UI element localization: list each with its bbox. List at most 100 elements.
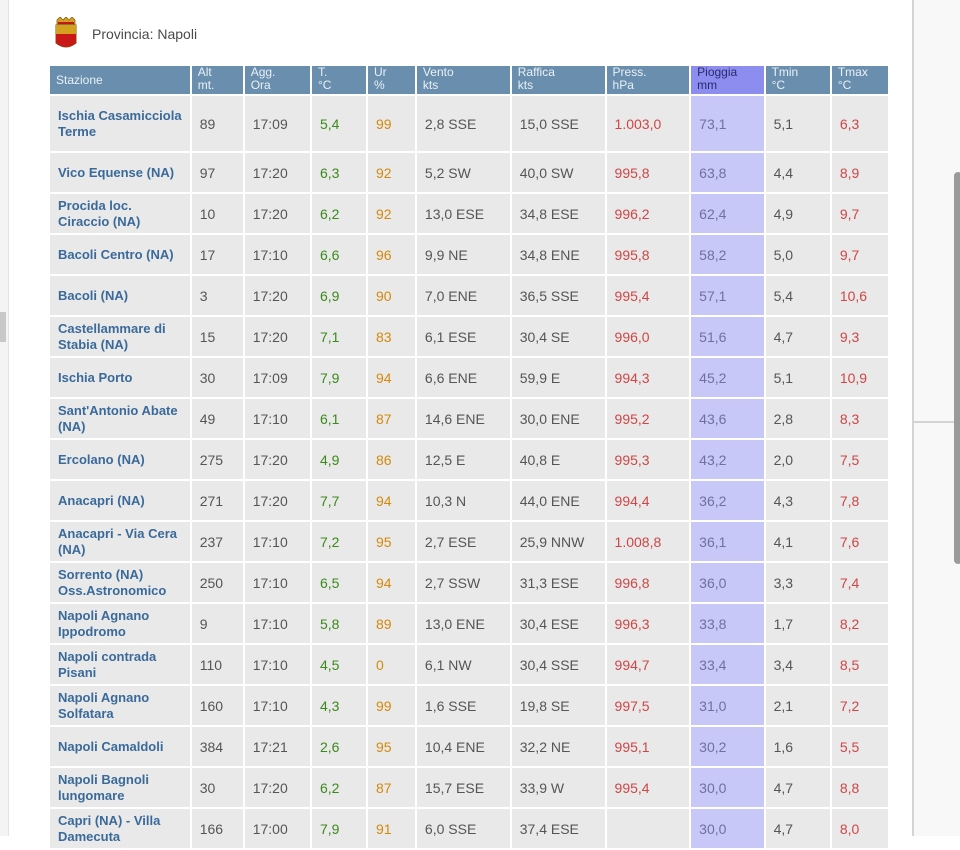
station-name-cell[interactable]: Capri (NA) - Villa Damecuta: [50, 809, 190, 848]
table-row: Castellammare di Stabia (NA) 15 17:20 7,1 83…: [50, 317, 888, 356]
temperature-cell: 6,3: [311, 153, 367, 192]
gust-cell: 33,9 W: [511, 768, 605, 807]
gust-cell: 36,5 SSE: [511, 276, 605, 315]
humidity-cell: 92: [368, 194, 415, 233]
column-header-tmax[interactable]: Tmax °C: [831, 66, 888, 94]
wind-cell: 6,6 ENE: [416, 358, 510, 397]
humidity-cell: 94: [368, 481, 415, 520]
tmax-cell: 8,2: [831, 604, 888, 643]
tmax-cell: 8,9: [831, 153, 888, 192]
station-name-cell[interactable]: Anacapri (NA): [50, 481, 190, 520]
column-header-wind[interactable]: Vento kts: [416, 66, 510, 94]
tmax-cell: 5,5: [831, 727, 888, 766]
altitude-cell: 30: [191, 358, 243, 397]
rain-cell: 33,4: [691, 645, 764, 684]
column-header-humidity[interactable]: Ur%: [368, 66, 415, 94]
wind-cell: 15,7 ESE: [416, 768, 510, 807]
scrollbar-thumb[interactable]: [954, 172, 960, 564]
column-header-unit: °C: [317, 78, 332, 92]
temperature-cell: 6,2: [311, 768, 367, 807]
table-row: Bacoli (NA) 3 17:20 6,9 90 7,0 ENE 36,5 SSE 995…: [50, 276, 888, 315]
altitude-cell: 160: [191, 686, 243, 725]
wind-cell: 2,8 SSE: [416, 96, 510, 151]
column-header-temperature[interactable]: T. °C: [311, 66, 367, 94]
pressure-cell: 995,2: [606, 399, 690, 438]
gust-cell: 37,4 ESE: [511, 809, 605, 848]
column-header-rain[interactable]: Pioggia mm: [691, 66, 764, 94]
update-time-cell: 17:10: [244, 604, 310, 643]
wind-cell: 5,2 SW: [416, 153, 510, 192]
station-name-cell[interactable]: Ischia Casamicciola Terme: [50, 96, 190, 151]
station-name-cell[interactable]: Napoli Agnano Ippodromo: [50, 604, 190, 643]
column-header-gust[interactable]: Raffica kts: [511, 66, 605, 94]
column-header-label: Tmin: [771, 65, 799, 79]
table-row: Bacoli Centro (NA) 17 17:10 6,6 96 9,9 NE 34,8…: [50, 235, 888, 274]
altitude-cell: 49: [191, 399, 243, 438]
gust-cell: 15,0 SSE: [511, 96, 605, 151]
altitude-cell: 166: [191, 809, 243, 848]
pressure-cell: 995,4: [606, 768, 690, 807]
station-name-cell[interactable]: Sant'Antonio Abate (NA): [50, 399, 190, 438]
column-header-alt[interactable]: Alt mt.: [191, 66, 243, 94]
pressure-cell: 995,3: [606, 440, 690, 479]
tmax-cell: 8,8: [831, 768, 888, 807]
rain-cell: 36,1: [691, 522, 764, 561]
humidity-cell: 86: [368, 440, 415, 479]
humidity-cell: 87: [368, 768, 415, 807]
wind-cell: 7,0 ENE: [416, 276, 510, 315]
station-name-cell[interactable]: Castellammare di Stabia (NA): [50, 317, 190, 356]
temperature-cell: 7,2: [311, 522, 367, 561]
station-name-cell[interactable]: Vico Equense (NA): [50, 153, 190, 192]
column-header-stazione[interactable]: Stazione: [50, 66, 190, 94]
temperature-cell: 6,1: [311, 399, 367, 438]
tmin-cell: 4,7: [765, 317, 830, 356]
gust-cell: 40,0 SW: [511, 153, 605, 192]
table-row: Capri (NA) - Villa Damecuta 166 17:00 7,9 91…: [50, 809, 888, 848]
tmin-cell: 5,0: [765, 235, 830, 274]
station-name-cell[interactable]: Bacoli (NA): [50, 276, 190, 315]
altitude-cell: 15: [191, 317, 243, 356]
humidity-cell: 89: [368, 604, 415, 643]
station-name-cell[interactable]: Napoli contrada Pisani: [50, 645, 190, 684]
tmin-cell: 4,9: [765, 194, 830, 233]
altitude-cell: 110: [191, 645, 243, 684]
gust-cell: 30,4 SE: [511, 317, 605, 356]
pressure-cell: 996,0: [606, 317, 690, 356]
station-name-cell[interactable]: Anacapri - Via Cera (NA): [50, 522, 190, 561]
tmin-cell: 3,4: [765, 645, 830, 684]
tmin-cell: 2,0: [765, 440, 830, 479]
humidity-cell: 99: [368, 686, 415, 725]
weather-stations-table: Stazione Alt mt. Agg. Ora T. °C Ur% Vento kts Raff…: [48, 64, 890, 850]
station-name-cell[interactable]: Sorrento (NA) Oss.Astronomico: [50, 563, 190, 602]
pressure-cell: 994,4: [606, 481, 690, 520]
column-header-unit: °C: [771, 78, 786, 92]
table-row: Ercolano (NA) 275 17:20 4,9 86 12,5 E 40,8 E 99…: [50, 440, 888, 479]
gust-cell: 44,0 ENE: [511, 481, 605, 520]
column-header-agg-ora[interactable]: Agg. Ora: [244, 66, 310, 94]
altitude-cell: 384: [191, 727, 243, 766]
humidity-cell: 94: [368, 563, 415, 602]
temperature-cell: 5,8: [311, 604, 367, 643]
rain-cell: 31,0: [691, 686, 764, 725]
station-name-cell[interactable]: Napoli Camaldoli: [50, 727, 190, 766]
update-time-cell: 17:20: [244, 440, 310, 479]
gust-cell: 30,0 ENE: [511, 399, 605, 438]
pressure-cell: 994,3: [606, 358, 690, 397]
altitude-cell: 271: [191, 481, 243, 520]
altitude-cell: 250: [191, 563, 243, 602]
temperature-cell: 6,6: [311, 235, 367, 274]
station-name-cell[interactable]: Ischia Porto: [50, 358, 190, 397]
update-time-cell: 17:20: [244, 768, 310, 807]
station-name-cell[interactable]: Ercolano (NA): [50, 440, 190, 479]
tmin-cell: 2,1: [765, 686, 830, 725]
temperature-cell: 4,9: [311, 440, 367, 479]
station-name-cell[interactable]: Bacoli Centro (NA): [50, 235, 190, 274]
update-time-cell: 17:20: [244, 317, 310, 356]
column-header-tmin[interactable]: Tmin °C: [765, 65, 830, 94]
station-name-cell[interactable]: Napoli Agnano Solfatara: [50, 686, 190, 725]
station-name-cell[interactable]: Procida loc. Ciraccio (NA): [50, 194, 190, 233]
tmax-cell: 7,6: [831, 522, 888, 561]
temperature-cell: 7,1: [311, 317, 367, 356]
column-header-pressure[interactable]: Press. hPa: [606, 66, 690, 94]
station-name-cell[interactable]: Napoli Bagnoli lungomare: [50, 768, 190, 807]
